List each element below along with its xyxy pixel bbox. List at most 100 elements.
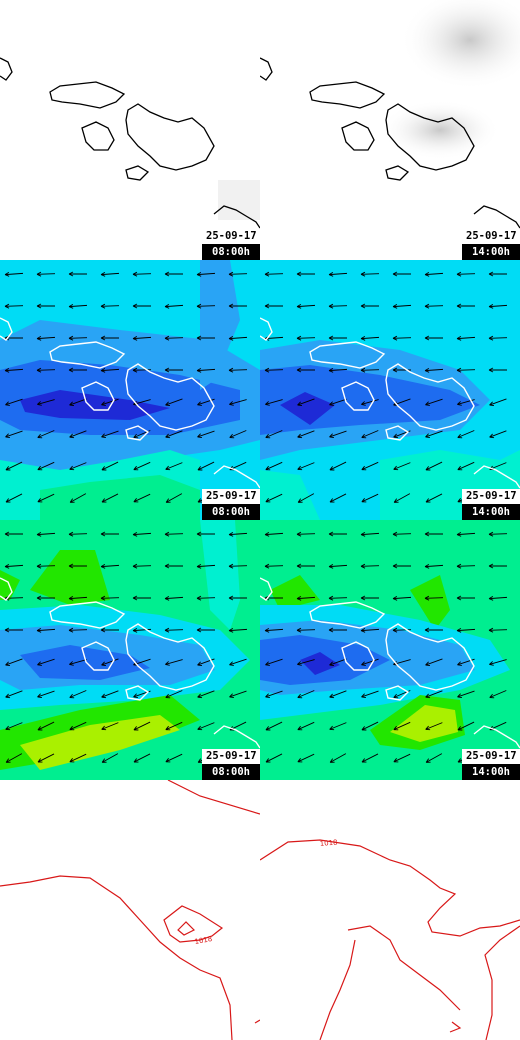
isobar-label: 1018 <box>194 935 213 946</box>
wind-arrow <box>265 461 283 471</box>
time-label: 08:00h <box>202 244 260 260</box>
wind-arrow <box>5 690 23 699</box>
wind-arrow <box>4 627 23 633</box>
wind-arrow <box>456 335 476 341</box>
wind-arrow <box>456 563 476 569</box>
wind-arrow <box>68 595 88 601</box>
wind-arrow <box>393 721 411 731</box>
wind-arrow <box>68 627 88 633</box>
wind-arrow <box>100 303 120 309</box>
wind-arrow <box>197 690 215 699</box>
wind-arrow <box>164 303 184 309</box>
wind-arrow <box>69 659 87 666</box>
wind-map-1400: 25-09-17 14:00h <box>260 260 520 520</box>
date-label: 25-09-17 <box>202 489 260 504</box>
wind-arrow <box>457 658 475 666</box>
wind-arrow <box>196 271 216 277</box>
wind-arrow <box>37 721 55 731</box>
wind-arrow <box>196 335 215 341</box>
pressure-map-1400: 1018 <box>260 780 520 1040</box>
wind-arrow <box>229 690 247 698</box>
wind-arrow <box>229 430 247 439</box>
wind-arrow <box>360 367 380 373</box>
wind-arrow <box>37 690 55 698</box>
isobars <box>0 780 260 1040</box>
wind-arrow <box>165 430 183 439</box>
wind-arrow <box>360 627 380 633</box>
wind-arrow <box>489 659 507 666</box>
wind-arrow <box>424 303 444 309</box>
wind-arrow <box>489 398 507 407</box>
gust-map-svg <box>0 520 260 780</box>
timestamp: 25-09-17 08:00h <box>202 229 260 260</box>
wind-arrow <box>297 430 315 439</box>
time-label: 14:00h <box>462 244 520 260</box>
wind-arrow <box>361 753 379 763</box>
wind-arrow <box>164 335 184 341</box>
wind-arrow <box>132 335 152 341</box>
wind-arrow <box>265 658 283 666</box>
wind-arrow <box>68 303 88 309</box>
wind-map-svg <box>0 260 260 520</box>
wind-arrow <box>228 627 248 633</box>
wind-arrow <box>392 335 412 341</box>
wind-arrow <box>228 303 247 309</box>
wind-arrow <box>328 531 347 537</box>
wind-arrow <box>361 721 379 731</box>
wind-arrow <box>4 303 24 309</box>
wind-map-0800: 25-09-17 08:00h <box>0 260 260 520</box>
coastline <box>0 317 260 489</box>
wind-arrow <box>457 430 475 439</box>
wind-arrow <box>456 367 476 373</box>
wind-arrow <box>5 722 23 731</box>
wind-arrow <box>425 493 443 503</box>
wind-arrow <box>37 493 55 503</box>
wind-arrow <box>69 462 87 471</box>
wind-arrow <box>424 271 444 277</box>
wind-arrow <box>37 658 55 666</box>
wind-arrow <box>360 303 379 309</box>
wind-arrow <box>165 659 183 666</box>
wind-arrow <box>328 335 347 341</box>
wind-arrow <box>196 531 215 537</box>
wind-arrow <box>264 531 284 537</box>
wind-arrow <box>393 462 411 471</box>
date-label: 25-09-17 <box>462 749 520 764</box>
wind-arrow <box>361 430 379 439</box>
wind-arrow <box>425 658 443 667</box>
wind-arrow <box>100 563 120 569</box>
wind-arrow <box>228 335 248 341</box>
wind-arrow <box>228 595 247 601</box>
wind-arrow <box>361 690 379 698</box>
wind-arrow <box>457 690 475 698</box>
wind-arrow <box>457 399 475 406</box>
wind-arrow <box>164 271 183 277</box>
wind-arrow <box>196 303 216 309</box>
wind-arrow <box>456 271 476 277</box>
wind-arrow <box>264 367 284 373</box>
wind-arrow <box>133 753 151 763</box>
wind-map-svg <box>260 260 520 520</box>
wind-arrow <box>424 595 444 601</box>
wind-arrow <box>265 399 283 406</box>
coastline <box>260 57 520 229</box>
wind-arrow <box>101 430 119 438</box>
wind-arrow <box>37 399 55 406</box>
wind-arrow <box>456 531 476 537</box>
wind-arrow <box>392 563 411 569</box>
wind-arrow <box>101 753 119 763</box>
wind-arrow <box>133 721 151 731</box>
wind-arrow <box>36 367 56 373</box>
wind-arrow <box>37 430 55 439</box>
wind-arrow <box>132 627 152 633</box>
wind-arrow <box>297 753 315 763</box>
wind-arrow <box>296 367 315 373</box>
wind-arrow <box>488 303 508 309</box>
wind-arrow <box>296 595 316 601</box>
wind-arrow <box>424 627 443 633</box>
wind-arrow <box>196 627 215 633</box>
wind-arrow <box>392 531 412 537</box>
wind-arrow <box>36 595 55 601</box>
wind-arrow <box>296 303 316 309</box>
wind-arrow <box>328 367 348 373</box>
